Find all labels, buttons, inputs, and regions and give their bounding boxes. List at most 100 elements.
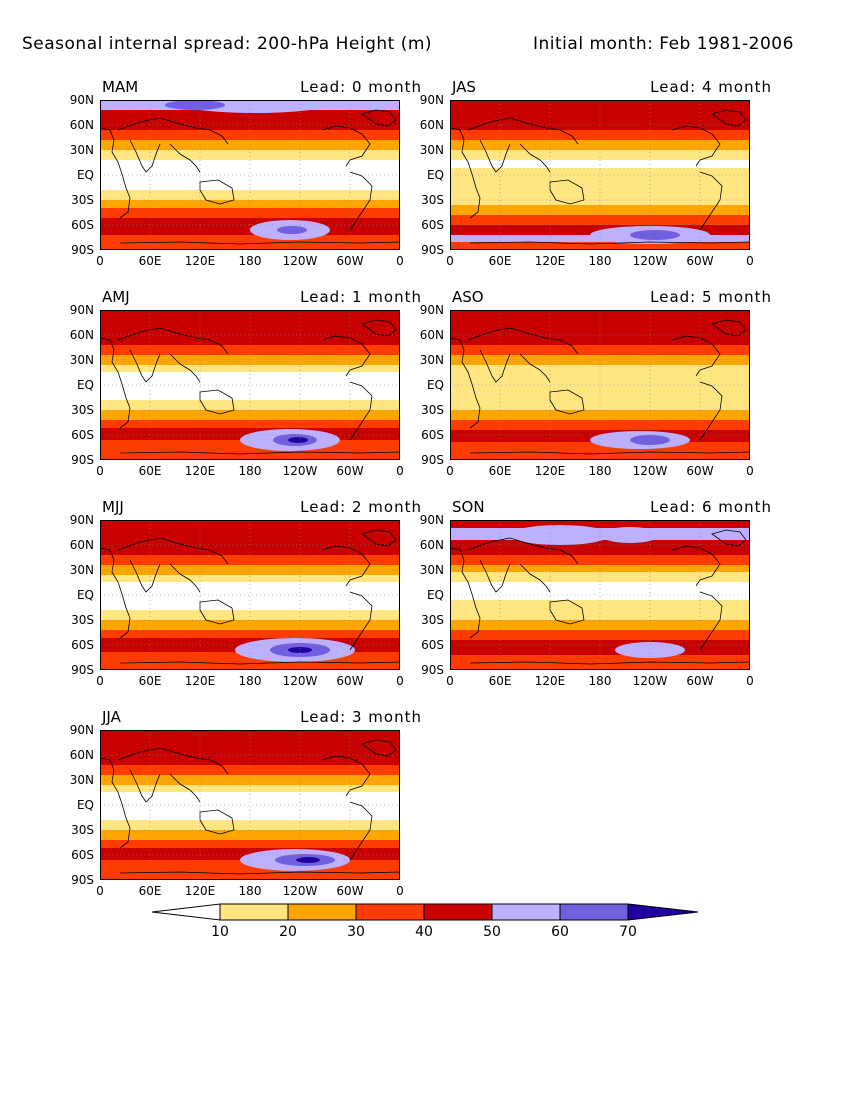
season-label: MAM (102, 78, 139, 96)
colorbar-label: 40 (415, 924, 433, 940)
lon-tick-label: 0 (446, 464, 454, 478)
graticule (450, 100, 750, 250)
lat-tick-label: 30S (421, 403, 444, 417)
lat-tick-label: 90S (421, 243, 444, 257)
lon-tick-label: 60W (686, 674, 714, 688)
season-label: ASO (452, 288, 484, 306)
map-area (100, 310, 400, 460)
colorbar-label: 30 (347, 924, 365, 940)
lat-tick-label: EQ (76, 588, 94, 602)
coastline (450, 529, 750, 665)
lead-label: Lead: 2 month (300, 498, 422, 516)
lon-tick-label: 0 (446, 674, 454, 688)
lead-label: Lead: 3 month (300, 708, 422, 726)
map-area (450, 310, 750, 460)
map-field (100, 730, 400, 880)
map-field (450, 310, 750, 460)
lead-label: Lead: 0 month (300, 78, 422, 96)
lon-tick-label: 120E (534, 254, 566, 268)
colorbar-label: 20 (279, 924, 297, 940)
lon-tick-label: 120E (184, 674, 216, 688)
lon-tick-label: 180 (238, 674, 262, 688)
lon-tick-label: 120W (632, 464, 668, 478)
coastline (100, 739, 400, 875)
lon-tick-label: 60E (138, 464, 162, 478)
lon-tick-label: 60W (336, 884, 364, 898)
colorbar-label: 60 (551, 924, 569, 940)
lon-tick-label: 120W (282, 254, 318, 268)
lat-tick-label: 30S (71, 403, 94, 417)
lead-label: Lead: 4 month (650, 78, 772, 96)
map-area (100, 100, 400, 250)
lat-tick-label: 60S (71, 428, 94, 442)
lat-tick-label: 30S (71, 613, 94, 627)
lon-tick-label: 60W (686, 464, 714, 478)
season-label: JJA (102, 708, 121, 726)
season-label: AMJ (102, 288, 130, 306)
lat-tick-label: 60S (71, 218, 94, 232)
lat-tick-label: 30S (71, 823, 94, 837)
lat-tick-label: 60N (69, 118, 94, 132)
lat-tick-label: 90S (71, 873, 94, 887)
lat-tick-label: 30S (421, 613, 444, 627)
lon-tick-label: 120E (184, 464, 216, 478)
lon-tick-label: 120W (282, 674, 318, 688)
graticule (100, 520, 400, 670)
lon-tick-label: 120E (184, 254, 216, 268)
lon-tick-label: 0 (396, 884, 404, 898)
lon-tick-label: 0 (96, 254, 104, 268)
lon-tick-label: 0 (446, 254, 454, 268)
coastline (450, 109, 750, 245)
lon-tick-label: 0 (746, 254, 754, 268)
lon-tick-label: 120W (632, 674, 668, 688)
map-field (100, 100, 400, 250)
lead-label: Lead: 6 month (650, 498, 772, 516)
lon-tick-label: 120E (184, 884, 216, 898)
map-area (100, 520, 400, 670)
lat-tick-label: 30N (419, 143, 444, 157)
graticule (100, 730, 400, 880)
lon-tick-label: 60E (138, 674, 162, 688)
lat-tick-label: 90N (419, 513, 444, 527)
lat-tick-label: 30S (71, 193, 94, 207)
lat-tick-label: 90S (421, 453, 444, 467)
lat-tick-label: EQ (76, 378, 94, 392)
colorbar-bar (151, 903, 699, 921)
lat-tick-label: EQ (426, 588, 444, 602)
graticule (100, 310, 400, 460)
season-label: MJJ (102, 498, 124, 516)
season-label: SON (452, 498, 485, 516)
lon-tick-label: 60W (336, 254, 364, 268)
lat-tick-label: 30N (69, 773, 94, 787)
lon-tick-label: 180 (588, 674, 612, 688)
lat-tick-label: 30N (69, 353, 94, 367)
lat-tick-label: 90N (69, 303, 94, 317)
map-area (100, 730, 400, 880)
lon-tick-label: 60E (488, 254, 512, 268)
map-area (450, 520, 750, 670)
lon-tick-label: 180 (238, 884, 262, 898)
initial-month-label: Initial month: Feb 1981-2006 (533, 34, 794, 54)
lon-tick-label: 60E (488, 464, 512, 478)
coastline (450, 319, 750, 455)
lat-tick-label: 30N (69, 143, 94, 157)
lon-tick-label: 180 (238, 464, 262, 478)
lon-tick-label: 180 (588, 254, 612, 268)
map-panel: ASO Lead: 5 month 90N 60N 30N EQ 30S 60S 90S 0 60… (420, 288, 780, 480)
lat-tick-label: 90S (421, 663, 444, 677)
lead-label: Lead: 1 month (300, 288, 422, 306)
map-area (450, 100, 750, 250)
lon-tick-label: 0 (396, 464, 404, 478)
colorbar-label: 70 (619, 924, 637, 940)
map-panel: JAS Lead: 4 month 90N 60N 30N EQ 30S 60S 90S 0 60… (420, 78, 780, 270)
colorbar-label: 50 (483, 924, 501, 940)
colorbar: 10 20 30 40 50 60 70 (150, 902, 700, 942)
lat-tick-label: 90N (69, 513, 94, 527)
lat-tick-label: 60S (421, 638, 444, 652)
coastline (100, 109, 400, 245)
lon-tick-label: 0 (96, 464, 104, 478)
lon-tick-label: 120W (632, 254, 668, 268)
lead-label: Lead: 5 month (650, 288, 772, 306)
lat-tick-label: 90N (69, 93, 94, 107)
lat-tick-label: 90N (419, 93, 444, 107)
